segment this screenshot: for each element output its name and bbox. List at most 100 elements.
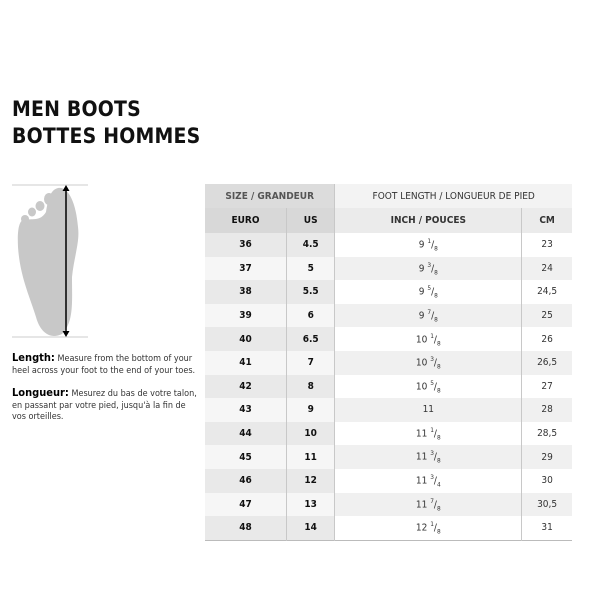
inch-cell: 11 — [334, 398, 523, 422]
euro-cell: 36 — [205, 233, 287, 257]
longueur-description: Longueur: Mesurez du bas de votre talon,… — [12, 387, 202, 424]
us-cell: 13 — [286, 492, 336, 517]
inch-cell: 9 5/8 — [334, 280, 523, 304]
inch-whole: 9 — [418, 239, 425, 251]
table-row: 42 8 10 5/8 27 — [205, 374, 572, 399]
size-group-header: SIZE / GRANDEUR — [205, 184, 336, 208]
inch-cell: 10 5/8 — [334, 374, 523, 399]
fraction-numerator: 5 — [430, 378, 434, 387]
inch-whole: 11 — [415, 451, 428, 463]
inch-cell: 11 3/8 — [334, 445, 523, 469]
table-row: 48 14 12 1/8 31 — [205, 516, 572, 541]
cm-cell: 24 — [521, 256, 572, 281]
table-row: 36 4.5 9 1/8 23 — [205, 233, 572, 257]
us-cell: 6 — [286, 303, 336, 328]
inch-whole: 9 — [418, 286, 425, 298]
us-cell: 11 — [286, 445, 336, 469]
euro-cell: 44 — [205, 421, 287, 446]
table-row: 44 10 11 1/8 28,5 — [205, 421, 572, 446]
table-row: 43 9 11 28 — [205, 398, 572, 422]
table-row: 46 12 11 3/4 30 — [205, 468, 572, 493]
cm-cell: 23 — [521, 233, 572, 257]
inch-whole: 11 — [415, 475, 428, 487]
inch-cell: 11 3/4 — [334, 468, 523, 493]
cm-cell: 30,5 — [521, 492, 572, 517]
euro-cell: 39 — [205, 303, 287, 328]
inch-cell: 10 1/8 — [334, 327, 523, 351]
us-cell: 8 — [286, 374, 336, 399]
cm-cell: 31 — [521, 516, 572, 541]
cm-cell: 25 — [521, 303, 572, 328]
table-row: 40 6.5 10 1/8 26 — [205, 327, 572, 351]
cm-cell: 29 — [521, 445, 572, 469]
fraction-numerator: 1 — [430, 520, 434, 529]
fraction-numerator: 7 — [427, 307, 432, 316]
fraction-numerator: 5 — [427, 284, 432, 293]
inch-cell: 9 7/8 — [334, 303, 523, 328]
inch-cell: 12 1/8 — [334, 516, 523, 541]
length-label: Length: — [12, 351, 55, 364]
inch-whole: 12 — [415, 522, 428, 534]
fraction-numerator: 3 — [430, 473, 434, 482]
us-cell: 6.5 — [286, 327, 336, 351]
cm-cell: 28,5 — [521, 421, 572, 446]
fraction-denominator: 8 — [436, 338, 441, 347]
inch-cell: 9 3/8 — [334, 256, 523, 281]
column-header-row: EURO US INCH / POUCES CM — [205, 208, 572, 233]
table-row: 38 5.5 9 5/8 24,5 — [205, 280, 572, 304]
us-cell: 14 — [286, 516, 336, 541]
us-cell: 12 — [286, 468, 336, 493]
inch-cell: 9 1/8 — [334, 233, 523, 257]
title-english: MEN BOOTS — [12, 97, 141, 121]
euro-cell: 40 — [205, 327, 287, 351]
inch-whole: 11 — [415, 428, 428, 440]
title-french: BOTTES HOMMES — [12, 124, 201, 148]
cm-cell: 28 — [521, 398, 572, 422]
euro-cell: 46 — [205, 468, 287, 493]
cm-cell: 26,5 — [521, 350, 572, 375]
fraction-denominator: 8 — [434, 315, 438, 324]
double-arrow-icon — [62, 185, 70, 337]
euro-cell: 48 — [205, 516, 287, 541]
table-row: 47 13 11 7/8 30,5 — [205, 492, 572, 517]
foot-measure-illustration — [12, 184, 88, 338]
us-cell: 7 — [286, 350, 336, 375]
inch-cell: 11 7/8 — [334, 492, 523, 517]
fraction-denominator: 8 — [436, 527, 441, 536]
euro-cell: 41 — [205, 350, 287, 375]
euro-cell: 47 — [205, 492, 287, 517]
cm-cell: 26 — [521, 327, 572, 351]
inch-whole: 11 — [422, 404, 435, 416]
euro-cell: 45 — [205, 445, 287, 469]
inch-whole: 10 — [415, 333, 428, 345]
inch-whole: 11 — [415, 498, 428, 510]
table-row: 37 5 9 3/8 24 — [205, 256, 572, 281]
table-row: 39 6 9 7/8 25 — [205, 303, 572, 328]
size-chart-table: SIZE / GRANDEUR FOOT LENGTH / LONGUEUR D… — [205, 184, 572, 541]
fraction-numerator: 3 — [430, 355, 434, 364]
table-row: 45 11 11 3/8 29 — [205, 445, 572, 469]
cm-cell: 27 — [521, 374, 572, 399]
fraction-numerator: 3 — [430, 449, 434, 458]
us-cell: 5 — [286, 256, 336, 281]
group-header-row: SIZE / GRANDEUR FOOT LENGTH / LONGUEUR D… — [205, 184, 572, 208]
length-description: Length: Measure from the bottom of your … — [12, 352, 202, 377]
longueur-label: Longueur: — [12, 386, 69, 399]
fraction-denominator: 8 — [436, 386, 441, 395]
length-text: Measure from the bottom of your heel acr… — [12, 354, 196, 376]
inch-whole: 10 — [415, 357, 428, 369]
euro-cell: 38 — [205, 280, 287, 304]
inch-cell: 10 3/8 — [334, 350, 523, 375]
cm-cell: 30 — [521, 468, 572, 493]
euro-cell: 43 — [205, 398, 287, 422]
cm-cell: 24,5 — [521, 280, 572, 304]
fraction-numerator: 1 — [430, 425, 434, 434]
header-us: US — [286, 208, 336, 233]
euro-cell: 42 — [205, 374, 287, 399]
inch-whole: 9 — [418, 263, 425, 275]
inch-whole: 9 — [418, 310, 425, 322]
us-cell: 10 — [286, 421, 336, 446]
header-inch: INCH / POUCES — [334, 208, 523, 233]
fraction-denominator: 8 — [436, 456, 441, 465]
inch-cell: 11 1/8 — [334, 421, 523, 446]
